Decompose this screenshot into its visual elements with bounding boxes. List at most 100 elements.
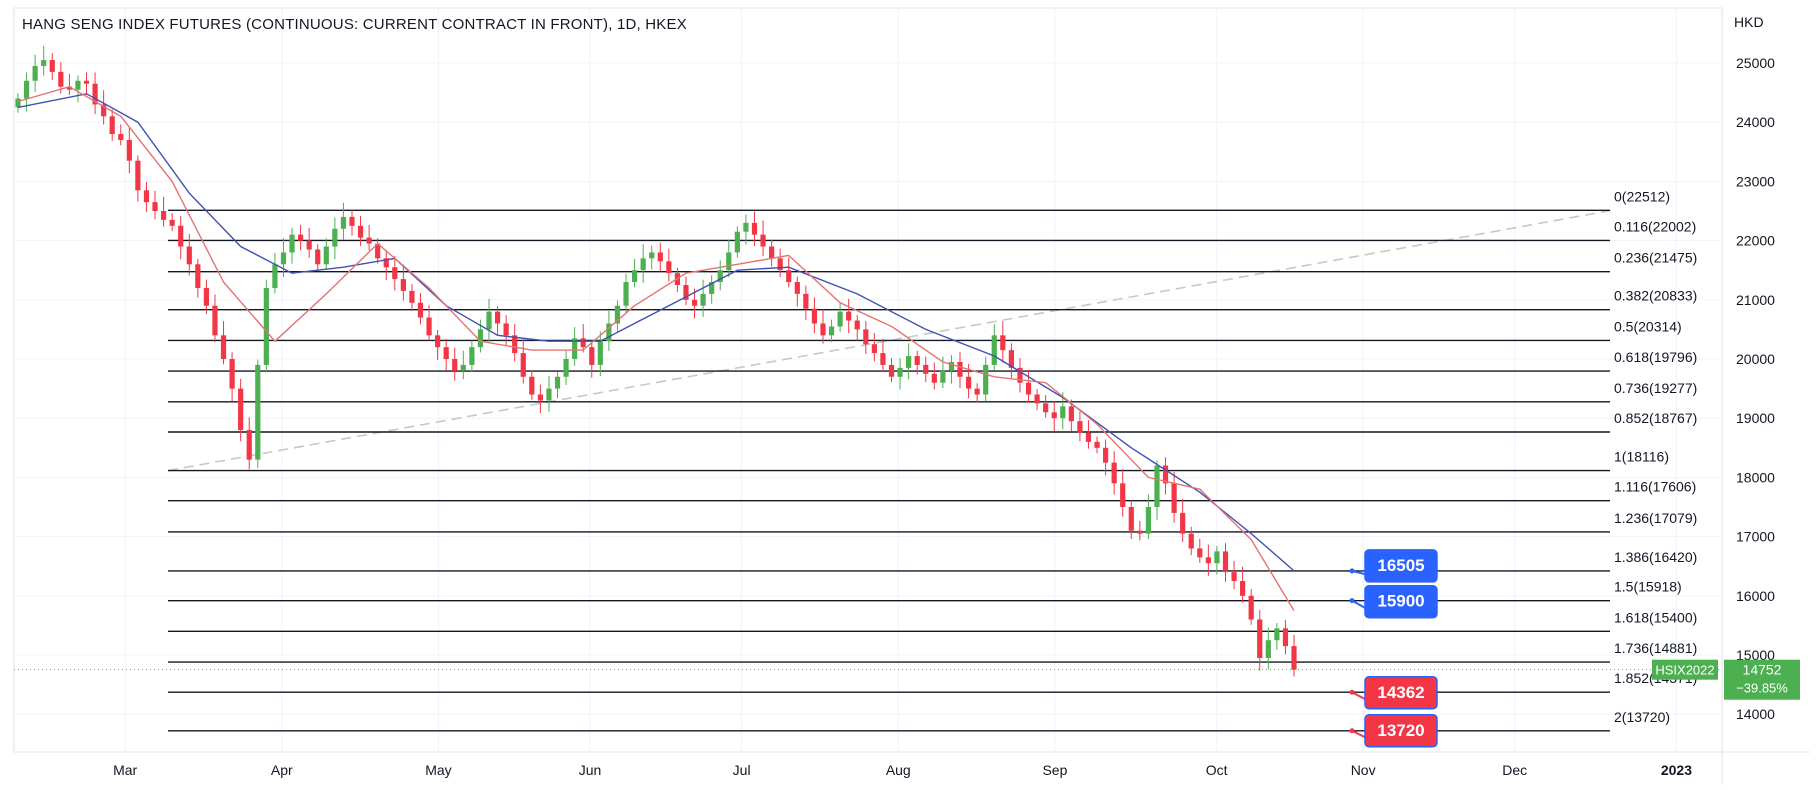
target-label-13720[interactable]: 13720 (1349, 714, 1438, 748)
candle-body (315, 249, 321, 265)
candle-body (1085, 433, 1092, 442)
candle-body (1171, 483, 1177, 513)
fib-label: 0.5(20314) (1614, 318, 1682, 334)
candle-body (263, 287, 269, 365)
candle-body (880, 353, 886, 365)
price-tick-label: 24000 (1736, 114, 1775, 130)
candle-body (75, 80, 81, 90)
candle-body (1068, 406, 1074, 422)
target-label-anchor (1349, 568, 1355, 574)
time-tick-label: Sep (1042, 762, 1067, 778)
fib-label: 1.386(16420) (1614, 549, 1697, 565)
plot-frame (13, 7, 1723, 753)
target-label-text: 16505 (1377, 556, 1424, 575)
last-price-tag (1724, 659, 1800, 700)
time-tick-label: Dec (1502, 762, 1527, 778)
candle-body (897, 367, 903, 377)
candle-body (1282, 628, 1289, 647)
price-tick-label: 23000 (1736, 173, 1775, 189)
candle-body (512, 335, 518, 354)
price-tick-label: 16000 (1736, 588, 1775, 604)
fib-label: 0(22512) (1614, 188, 1670, 204)
candle-body (15, 98, 21, 108)
candle-body (991, 335, 997, 365)
price-tick-label: 21000 (1736, 292, 1775, 308)
candle-body (289, 234, 295, 253)
candle-body (1043, 403, 1049, 413)
time-axis[interactable]: Mar Apr May Jun Jul Aug Sep Oct Nov Dec 2023 (113, 762, 1692, 778)
candle-body (914, 356, 920, 365)
candle-body (1051, 412, 1057, 419)
time-tick-label: 2023 (1661, 762, 1692, 778)
ma-slow-line (17, 93, 1295, 572)
candle-body (597, 341, 603, 365)
time-tick-label: Oct (1206, 762, 1228, 778)
target-label-14362[interactable]: 14362 (1349, 676, 1438, 710)
candle-body (1145, 507, 1152, 534)
price-axis[interactable]: 25000 24000 23000 22000 21000 20000 19000 18000… (1736, 55, 1775, 722)
target-labels[interactable]: 16505 15900 14362 13720 (1349, 549, 1438, 748)
candle-body (1094, 441, 1100, 448)
candle-body (392, 267, 398, 280)
candle-body (366, 237, 372, 244)
candle-body (863, 329, 869, 345)
price-tick-label: 14000 (1736, 706, 1775, 722)
candle-body (477, 329, 484, 348)
candle-body (486, 311, 492, 330)
last-price-value: 14752 (1743, 662, 1782, 678)
candle-body (888, 364, 895, 377)
fib-label: 0.852(18767) (1614, 410, 1697, 426)
candle-body (640, 258, 646, 271)
candle-body (965, 376, 972, 389)
symbol-tag-text: HSIX2022 (1655, 663, 1714, 678)
candle-body (246, 430, 252, 460)
candle-body (229, 359, 235, 389)
candle-body (375, 243, 381, 259)
candle-body (1205, 557, 1211, 564)
candle-body (272, 264, 278, 288)
candle-body (280, 252, 287, 265)
candle-body (520, 353, 526, 377)
candle-body (195, 264, 201, 288)
candle-body (152, 202, 158, 211)
candle-body (203, 287, 210, 306)
symbol-tag (1652, 659, 1718, 680)
candle-body (811, 308, 818, 324)
candle-body (383, 258, 389, 268)
target-label-box (1364, 714, 1438, 748)
candle-body (1214, 551, 1220, 564)
fib-label: 0.382(20833) (1614, 288, 1697, 304)
target-label-anchor (1349, 689, 1355, 695)
target-label-16505[interactable]: 16505 (1349, 549, 1438, 583)
fib-label: 0.116(22002) (1614, 218, 1696, 234)
candle-body (101, 104, 107, 117)
candle-body (109, 116, 115, 135)
candle-body (1162, 465, 1169, 484)
price-tick-label: 22000 (1736, 233, 1775, 249)
time-tick-label: Jul (733, 762, 751, 778)
candle-body (554, 376, 561, 389)
price-tick-label: 18000 (1736, 469, 1775, 485)
candle-body (700, 293, 706, 306)
candle-body (657, 252, 663, 262)
candle-body (940, 370, 946, 383)
candle-body (443, 347, 449, 359)
candle-body (751, 222, 758, 235)
target-label-15900[interactable]: 15900 (1349, 584, 1438, 619)
candle-body (503, 323, 509, 336)
candle-body (1077, 421, 1083, 433)
target-label-box (1364, 584, 1438, 619)
candle-body (606, 323, 612, 342)
moving-averages (17, 85, 1295, 611)
price-tick-label: 19000 (1736, 410, 1775, 426)
candle-body (1128, 507, 1134, 531)
candle-body (186, 246, 192, 265)
fib-levels: 0(22512) 0.116(22002) 0.236(21475) 0.382(20… (168, 188, 1697, 732)
candle-body (931, 373, 937, 383)
candle-body (118, 134, 124, 140)
target-label-box (1364, 676, 1438, 710)
candle-body (220, 335, 227, 359)
fib-label: 1.236(17079) (1614, 510, 1697, 526)
price-tick-label: 15000 (1736, 647, 1775, 663)
